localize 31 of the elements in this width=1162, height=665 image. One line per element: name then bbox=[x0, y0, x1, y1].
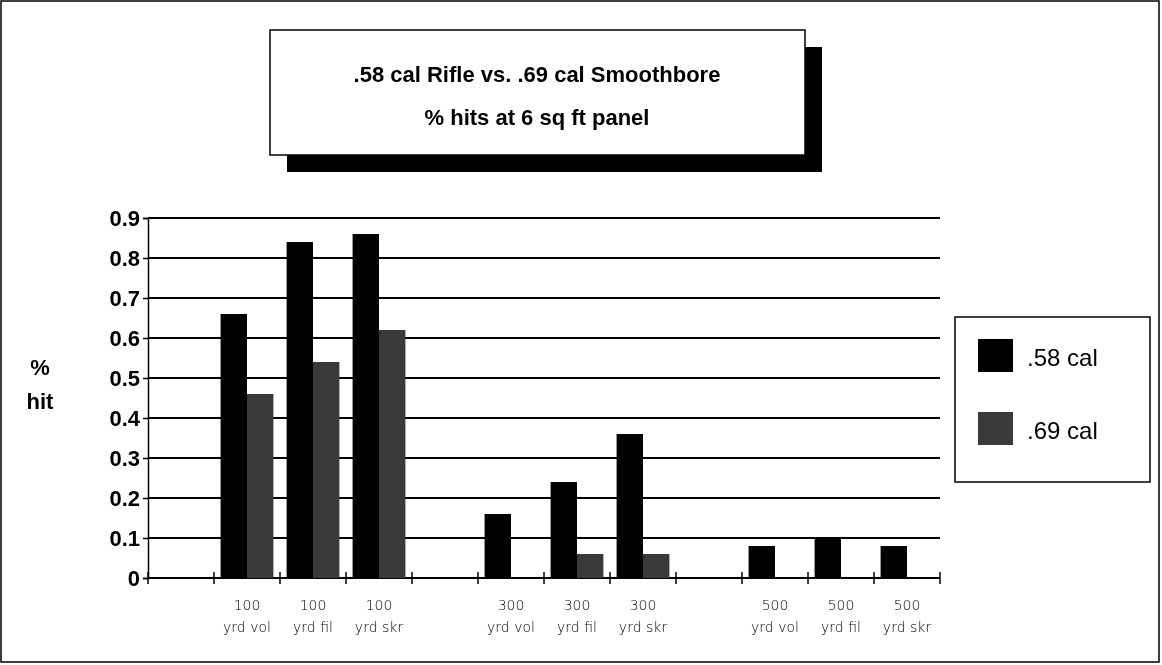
x-tick-label: 100 yrd skr bbox=[354, 597, 404, 635]
chart-subtitle: % hits at 6 sq ft panel bbox=[424, 105, 650, 130]
x-tick-label: 500 yrd fil bbox=[821, 597, 861, 635]
x-tick-label: 500 yrd vol bbox=[751, 597, 799, 635]
bar bbox=[247, 394, 274, 578]
bar bbox=[880, 546, 907, 578]
bar bbox=[313, 362, 340, 578]
bar bbox=[379, 330, 406, 578]
x-tick-label: 500 yrd skr bbox=[882, 597, 932, 635]
y-tick-label: 0.5 bbox=[109, 365, 140, 391]
y-tick-label: 0.4 bbox=[109, 405, 141, 431]
y-tick-label: 0.3 bbox=[109, 445, 140, 471]
bar bbox=[748, 546, 775, 578]
x-tick-label: 100 yrd vol bbox=[223, 597, 271, 635]
x-tick-label: 300 yrd fil bbox=[557, 597, 597, 635]
y-tick-label: 0.7 bbox=[109, 285, 140, 311]
y-tick-label: 0.1 bbox=[109, 525, 140, 551]
y-axis-title: % hit bbox=[26, 355, 55, 414]
bar bbox=[643, 554, 670, 578]
y-tick-label: 0.9 bbox=[109, 205, 140, 231]
x-tick-label: 300 yrd vol bbox=[487, 597, 535, 635]
y-tick-label: 0.2 bbox=[109, 485, 140, 511]
legend-label: .69 cal bbox=[1027, 417, 1098, 444]
y-tick-label: 0.8 bbox=[109, 245, 140, 271]
x-tick-label: 100 yrd fil bbox=[293, 597, 333, 635]
legend-label: .58 cal bbox=[1027, 344, 1098, 371]
bar bbox=[577, 554, 604, 578]
x-tick-label: 300 yrd skr bbox=[618, 597, 668, 635]
chart-title: .58 cal Rifle vs. .69 cal Smoothbore bbox=[353, 62, 721, 87]
y-tick-label: 0 bbox=[127, 565, 140, 591]
y-tick-label: 0.6 bbox=[109, 325, 140, 351]
